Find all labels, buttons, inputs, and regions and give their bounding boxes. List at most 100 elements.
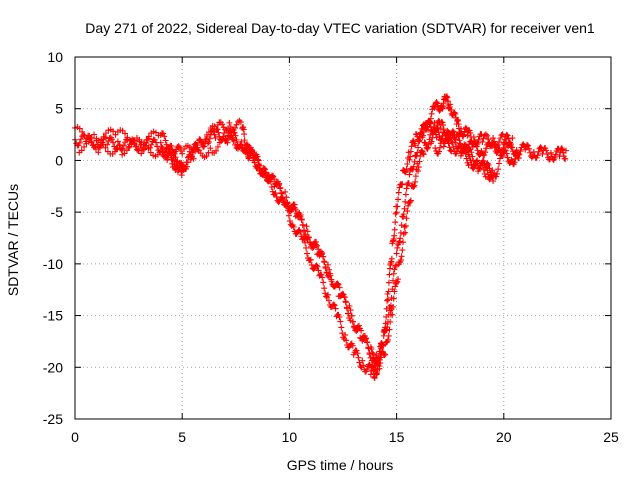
point-s0-47-3 [440, 126, 447, 133]
point-s2-7-6 [203, 153, 210, 160]
point-s1-33-6 [436, 107, 443, 114]
point-s1-41-4 [484, 132, 491, 139]
point-s0-46-5 [435, 117, 442, 124]
y-tick-label-5: 0 [55, 152, 63, 168]
point-s2-12-0 [262, 172, 269, 179]
point-s3-4-6 [472, 161, 479, 168]
point-s2-29-0 [415, 168, 422, 175]
point-s0-15-7 [211, 131, 218, 138]
point-s2-3-2 [145, 145, 152, 152]
point-s0-40-0 [393, 209, 400, 216]
point-s2-9-8 [237, 141, 244, 148]
point-s0-22-4 [268, 184, 275, 191]
point-s2-6-1 [180, 167, 187, 174]
point-s0-29-8 [332, 305, 339, 312]
point-s2-26-8 [401, 223, 408, 230]
point-s3-2-8 [456, 142, 463, 149]
point-s2-0-8 [95, 149, 102, 156]
point-s2-19-5 [343, 304, 350, 311]
point-s2-4-6 [167, 148, 174, 155]
x-tick-label-5: 25 [603, 429, 619, 445]
point-s1-15-0 [282, 188, 289, 195]
point-s2-11-3 [255, 157, 262, 164]
plot-border [74, 56, 612, 420]
point-s1-3-4 [145, 133, 152, 140]
point-s2-15-8 [304, 235, 311, 242]
point-s2-18-0 [327, 270, 334, 277]
point-s2-17-5 [322, 263, 329, 270]
point-s2-6-0 [179, 167, 186, 174]
point-s0-42-1 [407, 153, 414, 160]
point-s1-29-6 [410, 163, 417, 170]
point-s2-22-0 [370, 350, 377, 357]
point-s0-42-3 [408, 143, 415, 150]
point-s1-9-0 [226, 119, 233, 126]
point-s2-39-1 [493, 173, 500, 180]
point-s0-34-8 [371, 375, 378, 382]
point-s0-24-5 [286, 217, 293, 224]
point-s1-10-5 [241, 137, 248, 144]
point-s1-43-6 [506, 139, 513, 146]
point-s2-39-4 [496, 160, 503, 167]
point-s2-25-8 [395, 276, 402, 283]
data-points [72, 93, 569, 382]
plot-frame [74, 56, 612, 420]
point-s0-18-2 [232, 132, 239, 139]
point-s2-0-2 [81, 143, 88, 150]
point-s2-26-1 [396, 259, 403, 266]
point-s2-29-7 [420, 150, 427, 157]
point-s2-13-8 [283, 200, 290, 207]
point-s1-39-0 [464, 132, 471, 139]
point-s1-17-0 [303, 223, 310, 230]
point-s2-4-8 [169, 157, 176, 164]
point-s2-39-2 [494, 170, 501, 177]
point-s0-42-0 [406, 156, 413, 163]
point-s1-15-1 [283, 194, 290, 201]
point-s1-29-0 [406, 171, 413, 178]
point-s1-9-5 [233, 121, 240, 128]
point-s0-27-0 [307, 256, 314, 263]
point-s2-8-3 [214, 143, 221, 150]
point-s2-36-2 [468, 149, 475, 156]
point-s1-36-0 [447, 101, 454, 108]
point-s2-3-1 [142, 142, 149, 149]
point-s2-12-7 [271, 176, 278, 183]
point-s2-13-4 [278, 190, 285, 197]
point-s1-43-3 [503, 131, 510, 138]
point-s2-16-7 [314, 242, 321, 249]
point-s1-26-5 [390, 270, 397, 277]
point-s0-57-5 [527, 149, 534, 156]
point-s1-1-7 [110, 128, 117, 135]
point-s3-6-6 [487, 172, 494, 179]
point-s1-5-8 [178, 147, 185, 154]
point-s2-10-2 [242, 149, 249, 156]
point-s2-29-2 [416, 158, 423, 165]
point-s2-1-8 [116, 141, 123, 148]
point-s1-32-1 [426, 120, 433, 127]
point-s1-5-7 [176, 144, 183, 151]
point-s1-5-0 [168, 142, 175, 149]
point-s0-52-3 [482, 149, 489, 156]
point-s0-28-3 [319, 274, 326, 281]
point-s0-0-4 [76, 139, 83, 146]
point-s3-1-0 [440, 143, 447, 150]
point-s2-8-4 [216, 139, 223, 146]
point-s1-30-3 [415, 144, 422, 151]
point-s0-25-0 [290, 223, 297, 230]
point-s0-31-0 [342, 331, 349, 338]
point-s3-6-2 [485, 171, 492, 178]
point-s2-6-7 [189, 153, 196, 160]
point-s2-21-5 [365, 344, 372, 351]
point-s2-14-7 [292, 206, 299, 213]
point-s1-38-4 [460, 131, 467, 138]
point-s1-32-4 [428, 110, 435, 117]
point-s0-58-7 [537, 144, 544, 151]
point-s2-15-4 [299, 222, 306, 229]
point-s1-7-5 [205, 129, 212, 136]
point-s0-52-4 [483, 145, 490, 152]
point-s1-42-0 [490, 135, 497, 142]
point-s2-10-5 [246, 144, 253, 151]
point-s2-21-2 [361, 335, 368, 342]
point-s2-9-5 [233, 144, 240, 151]
point-s3-7-0 [490, 178, 497, 185]
